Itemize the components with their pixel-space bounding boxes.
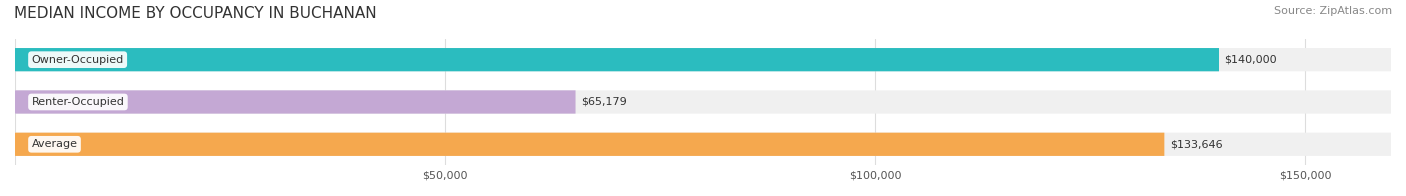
Text: $65,179: $65,179 [581,97,627,107]
Text: Average: Average [31,139,77,149]
Text: $133,646: $133,646 [1170,139,1222,149]
Text: Renter-Occupied: Renter-Occupied [31,97,124,107]
FancyBboxPatch shape [15,48,1391,71]
FancyBboxPatch shape [15,48,1219,71]
Text: Source: ZipAtlas.com: Source: ZipAtlas.com [1274,6,1392,16]
FancyBboxPatch shape [15,90,575,114]
Text: MEDIAN INCOME BY OCCUPANCY IN BUCHANAN: MEDIAN INCOME BY OCCUPANCY IN BUCHANAN [14,6,377,21]
Text: $140,000: $140,000 [1225,55,1277,65]
FancyBboxPatch shape [15,133,1164,156]
FancyBboxPatch shape [15,133,1391,156]
Text: Owner-Occupied: Owner-Occupied [31,55,124,65]
FancyBboxPatch shape [15,90,1391,114]
